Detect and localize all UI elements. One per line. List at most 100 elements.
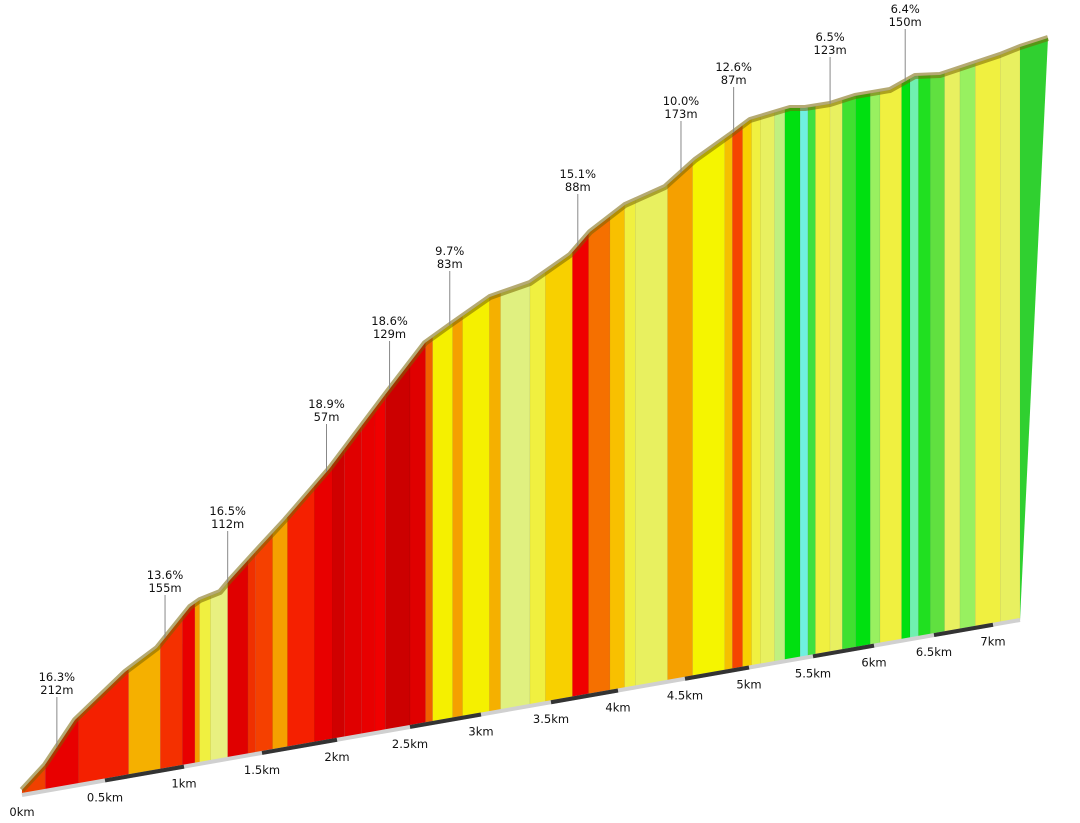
gradient-segment (314, 463, 333, 745)
gradient-segment (870, 91, 881, 647)
gradient-segment (774, 109, 786, 664)
baseline-km-band (933, 622, 994, 638)
x-tick-label: 0km (9, 805, 34, 819)
gradient-segment (182, 602, 196, 768)
annotation-length: 87m (721, 73, 747, 87)
gradient-segment (742, 119, 752, 669)
baseline-km-band (550, 688, 619, 705)
gradient-segment (489, 292, 501, 714)
gradient-segment (901, 78, 911, 642)
x-tick-label: 1.5km (244, 763, 280, 777)
gradient-segment (667, 161, 693, 683)
annotation-gradient: 13.6% (147, 568, 184, 582)
x-tick-label: 3km (468, 725, 493, 739)
gradient-segment (784, 107, 801, 662)
gradient-segment (332, 448, 345, 741)
gradient-segment (462, 296, 490, 719)
x-tick-label: 5km (736, 678, 761, 692)
gradient-segment (409, 341, 426, 728)
annotation-length: 129m (373, 327, 406, 341)
annotation-gradient: 6.4% (891, 2, 920, 16)
gradient-segment (732, 124, 743, 671)
x-tick-label: 5.5km (795, 666, 831, 680)
gradient-segment (1000, 46, 1021, 624)
gradient-segment (918, 75, 931, 639)
gradient-segment (855, 93, 871, 650)
gradient-segment (361, 407, 376, 736)
annotation-length: 150m (889, 15, 922, 29)
x-tick-label: 6.5km (916, 645, 952, 659)
x-tick-label: 1km (171, 777, 196, 791)
gradient-segment (930, 73, 945, 637)
gradient-segment (374, 393, 386, 734)
gradient-segment (572, 232, 589, 699)
gradient-segment (384, 361, 411, 732)
annotation-gradient: 16.5% (209, 504, 246, 518)
gradient-segment (210, 581, 228, 763)
gradient-segment (199, 595, 211, 765)
x-tick-label: 3.5km (533, 712, 569, 726)
annotation-gradient: 12.6% (715, 60, 752, 74)
baseline-km-band (104, 764, 185, 783)
x-tick-label: 4.5km (667, 689, 703, 703)
x-tick-label: 7km (980, 635, 1005, 649)
annotation-length: 112m (211, 517, 244, 531)
gradient-segment (227, 559, 249, 760)
gradient-segment (829, 99, 843, 654)
x-tick-label: 4km (605, 700, 630, 714)
gradient-segment (452, 315, 463, 720)
annotation-gradient: 9.7% (435, 244, 464, 258)
baseline-km-band (409, 712, 482, 729)
gradient-segment (635, 184, 668, 688)
gradient-segment (588, 215, 611, 697)
gradient-segment (609, 204, 626, 693)
annotation-length: 83m (437, 257, 463, 271)
gradient-segment (78, 668, 129, 786)
annotation-gradient: 18.9% (308, 397, 345, 411)
annotation-length: 173m (664, 107, 697, 121)
profile-side-face (1020, 38, 1048, 620)
annotation-gradient: 6.5% (815, 30, 844, 44)
baseline-km-band (261, 737, 338, 755)
gradient-segment (529, 271, 546, 707)
annotation-length: 88m (565, 180, 591, 194)
gradient-segment (500, 282, 531, 712)
gradient-segment (751, 116, 761, 668)
gradient-segment (799, 107, 809, 659)
gradient-segment (247, 550, 257, 756)
gradient-segment (343, 424, 363, 739)
annotation-gradient: 18.6% (371, 314, 408, 328)
gradient-segment (624, 199, 636, 690)
gradient-segment (272, 516, 288, 752)
x-tick-label: 2.5km (392, 737, 428, 751)
gradient-segment (974, 54, 1001, 629)
gradient-segment (432, 322, 453, 724)
annotation-length: 155m (148, 581, 181, 595)
annotation-length: 212m (40, 683, 73, 697)
gradient-segment (255, 532, 273, 755)
x-tick-label: 2km (324, 750, 349, 764)
gradient-segment (545, 251, 573, 704)
profile-top-rim (19, 35, 1049, 793)
gradient-segment (959, 62, 976, 631)
gradient-segment (692, 138, 725, 678)
gradient-segment (287, 485, 315, 749)
annotation-length: 57m (314, 410, 340, 424)
gradient-segment (194, 599, 200, 766)
gradient-segment (879, 82, 902, 645)
gradient-segment (807, 105, 816, 658)
baseline-km-band (684, 665, 750, 681)
gradient-segment (724, 132, 733, 673)
annotation-gradient: 16.3% (39, 670, 76, 684)
gradient-segment (841, 95, 857, 652)
annotation-length: 123m (814, 43, 847, 57)
gradient-segment (425, 336, 434, 725)
baseline-km-band (812, 643, 875, 659)
annotation-gradient: 15.1% (560, 167, 597, 181)
gradient-segment (815, 103, 831, 657)
gradient-segment (760, 112, 775, 666)
gradient-segment (909, 75, 919, 640)
gradient-segment (944, 67, 961, 634)
